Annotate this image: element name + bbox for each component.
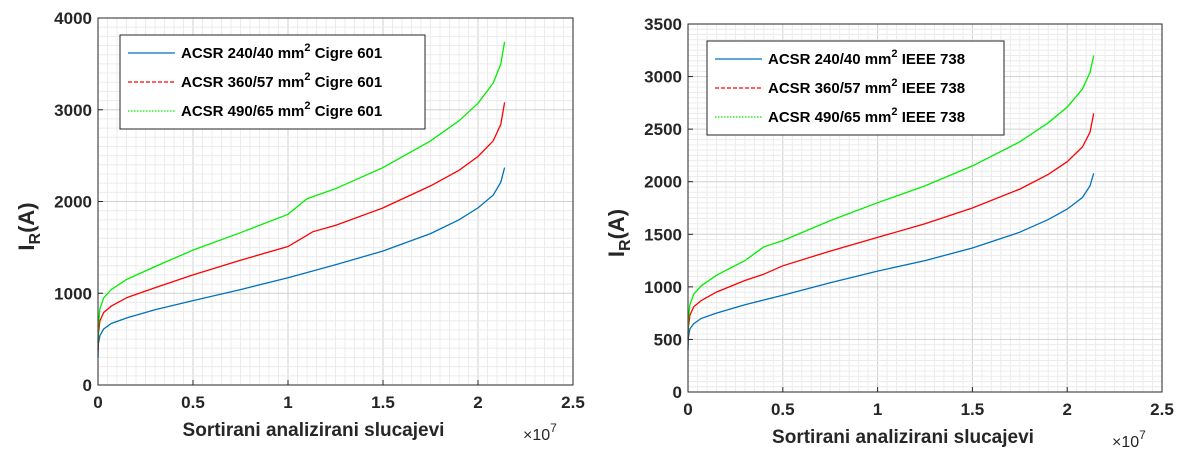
chart-right: 0 0.5 1 1.5 2 2.5 0 500 1000 1500 2000 2500 3000 3500… <box>604 15 1174 451</box>
x-tick-label: 0.5 <box>771 400 795 419</box>
legend-name-suffix: Cigre 601 <box>311 74 383 91</box>
y-label-main: I <box>14 244 39 250</box>
legend-name-sup: 2 <box>304 42 310 54</box>
y-tick-label: 0 <box>83 376 92 395</box>
chart-panel-left: 0 0.5 1 1.5 2 2.5 0 1000 2000 3000 4000 Sortirani a… <box>0 0 589 455</box>
legend-name-suffix: IEEE 738 <box>898 80 966 97</box>
series-line-3 <box>97 41 506 344</box>
chart-left: 0 0.5 1 1.5 2 2.5 0 1000 2000 3000 4000 Sortirani a… <box>14 9 585 444</box>
x-tick-label: 1 <box>873 400 882 419</box>
y-tick-label: 1000 <box>644 278 682 297</box>
y-tick-label: 0 <box>673 383 682 402</box>
y-tick-label: 1500 <box>644 225 682 244</box>
legend-name: ACSR 240/40 mm <box>768 51 891 68</box>
y-tick-label: 1000 <box>54 284 92 303</box>
y-tick-label: 2000 <box>644 173 682 192</box>
legend-name-suffix: Cigre 601 <box>311 103 383 120</box>
y-axis-label: IR(A) <box>14 202 44 250</box>
y-axis-label: IR(A) <box>604 209 634 257</box>
legend-label-2: ACSR 360/57 mm2 Cigre 601 <box>181 71 382 91</box>
x-tick-label: 2 <box>473 393 482 412</box>
x-tick-label: 1.5 <box>371 393 395 412</box>
legend-name-suffix: Cigre 601 <box>311 45 383 62</box>
series-line-3 <box>687 55 1095 335</box>
x-tick-label: 1.5 <box>961 400 985 419</box>
x-tick-label: 2 <box>1062 400 1071 419</box>
y-label-sub: R <box>617 239 634 251</box>
legend-name-sup: 2 <box>891 106 897 118</box>
x-tick-label: 2.5 <box>1150 400 1174 419</box>
legend-label-2: ACSR 360/57 mm2 IEEE 738 <box>768 77 965 97</box>
legend-label-1: ACSR 240/40 mm2 Cigre 601 <box>181 42 382 62</box>
y-label-rest: (A) <box>14 202 39 233</box>
series-line-2 <box>97 102 506 351</box>
legend-name-sup: 2 <box>304 100 310 112</box>
chart-panel-right: 0 0.5 1 1.5 2 2.5 0 500 1000 1500 2000 2500 3000 3500… <box>589 0 1179 455</box>
legend-label-3: ACSR 490/65 mm2 IEEE 738 <box>768 106 965 126</box>
exponent-base: ×10 <box>523 427 550 444</box>
legend-name-sup: 2 <box>304 71 310 83</box>
y-tick-label: 4000 <box>54 9 92 28</box>
y-label-rest: (A) <box>604 209 629 240</box>
x-axis-exponent: ×107 <box>523 421 557 444</box>
x-tick-label: 2.5 <box>561 393 585 412</box>
exponent-base: ×10 <box>1112 434 1139 451</box>
series-line-1 <box>97 167 506 358</box>
legend-name-suffix: IEEE 738 <box>898 109 966 126</box>
legend-name: ACSR 360/57 mm <box>768 80 891 97</box>
y-label-main: I <box>604 251 629 257</box>
series-line-2 <box>687 113 1095 340</box>
x-tick-label: 0 <box>93 393 102 412</box>
x-axis-exponent: ×107 <box>1112 428 1146 451</box>
legend-name: ACSR 360/57 mm <box>181 74 304 91</box>
exponent-power: 7 <box>1139 428 1146 442</box>
legend-name-suffix: IEEE 738 <box>898 51 966 68</box>
y-label-sub: R <box>27 232 44 244</box>
y-tick-label: 2000 <box>54 193 92 212</box>
y-tick-label: 3500 <box>644 15 682 34</box>
exponent-power: 7 <box>550 421 557 435</box>
legend-label-1: ACSR 240/40 mm2 IEEE 738 <box>768 48 965 68</box>
x-tick-label: 0.5 <box>181 393 205 412</box>
legend-name: ACSR 240/40 mm <box>181 45 304 62</box>
x-tick-label: 1 <box>283 393 292 412</box>
y-tick-label: 3000 <box>644 68 682 87</box>
y-tick-label: 3000 <box>54 101 92 120</box>
y-tick-label: 2500 <box>644 120 682 139</box>
axes-box <box>687 23 1163 393</box>
legend-name: ACSR 490/65 mm <box>768 109 891 126</box>
legend-name-sup: 2 <box>891 48 897 60</box>
legend-name-sup: 2 <box>891 77 897 89</box>
x-tick-label: 0 <box>683 400 692 419</box>
legend-name: ACSR 490/65 mm <box>181 103 304 120</box>
x-axis-label: Sortirani analizirani slucajevi <box>183 420 445 441</box>
x-axis-label: Sortirani analizirani slucajevi <box>772 427 1034 448</box>
legend-box <box>706 40 1005 136</box>
y-tick-label: 500 <box>654 330 682 349</box>
series-line-1 <box>687 173 1095 350</box>
legend-label-3: ACSR 490/65 mm2 Cigre 601 <box>181 100 382 120</box>
